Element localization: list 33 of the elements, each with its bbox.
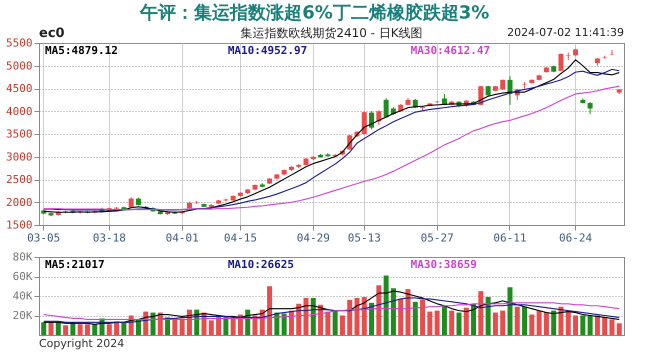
y-tick-label: 1500 xyxy=(6,218,32,232)
text: MA30:38659 xyxy=(410,258,477,271)
y-tick-label: 80K xyxy=(12,250,33,264)
y-tick-label: 2500 xyxy=(6,173,32,186)
x-tick-label: 03-18 xyxy=(92,232,126,244)
x-tick-label: 05-27 xyxy=(420,232,454,244)
y-tick-label: 3500 xyxy=(6,128,32,140)
x-tick-label: 04-15 xyxy=(224,232,257,244)
chart-subtitle: 集运指数欧线期货2410 - 日K线图 xyxy=(240,26,423,40)
x-tick-label: 06-11 xyxy=(493,232,527,244)
x-tick-label: 05-13 xyxy=(348,232,381,244)
y-tick-label: 5000 xyxy=(6,59,32,72)
text: MA10:4952.97 xyxy=(228,44,308,57)
x-tick-label: 04-01 xyxy=(166,232,199,244)
x-tick-label: 06-24 xyxy=(558,232,592,244)
chart-title: 午评：集运指数涨超6%丁二烯橡胶跌超3% xyxy=(139,2,490,24)
y-tick-label: 3000 xyxy=(6,150,32,164)
x-tick-label: 04-29 xyxy=(296,232,330,244)
y-tick-label: 40K xyxy=(12,290,33,302)
text: MA30:4612.47 xyxy=(410,44,490,57)
y-tick-label: 2000 xyxy=(6,196,32,209)
x-tick-label: 03-05 xyxy=(27,232,60,244)
text: 2024-07-02 11:41:39 xyxy=(507,26,624,39)
y-tick-label: 4500 xyxy=(6,82,32,95)
y-tick-label: 20K xyxy=(12,309,33,322)
text: MA5:4879.12 xyxy=(45,44,118,57)
text: MA10:26625 xyxy=(228,258,294,271)
y-tick-label: 4000 xyxy=(6,104,32,118)
text: MA5:21017 xyxy=(45,258,105,271)
y-tick-label: 5500 xyxy=(6,36,32,50)
text: ec0 xyxy=(39,26,65,41)
text: Copyright 2024 xyxy=(39,337,124,350)
y-tick-label: 60K xyxy=(12,270,33,283)
